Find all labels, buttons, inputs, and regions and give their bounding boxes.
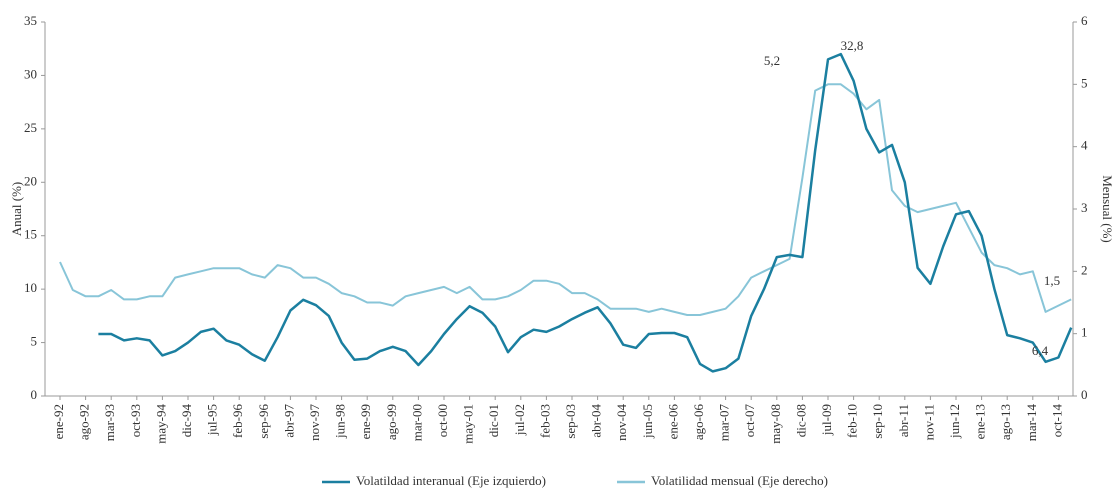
x-tick-label: sep-96 [256,404,271,439]
x-tick-label: mar-07 [717,404,732,442]
x-tick-label: jul-02 [512,404,527,436]
x-tick-label: jun-12 [947,404,962,439]
x-tick-label: sep-10 [870,404,885,439]
x-tick-label: may-94 [153,404,168,444]
x-tick-label: abr-97 [281,404,296,438]
y-tick-label: 10 [24,280,37,295]
x-tick-label: dic-08 [793,404,808,437]
annotation: 5,2 [764,53,780,68]
x-tick-label: feb-96 [230,404,245,438]
y-tick-label: 35 [24,13,37,28]
x-tick-label: mar-14 [1024,404,1039,442]
x-tick-label: feb-10 [845,404,860,438]
x-tick-label: ene-92 [51,404,66,439]
series-line [98,52,1073,373]
x-tick-label: jun-98 [333,404,348,439]
x-tick-label: ago-06 [691,404,706,441]
x-tick-label: abr-04 [589,404,604,438]
x-tick-label: jul-09 [819,404,834,436]
x-tick-label: oct-07 [742,404,757,438]
x-tick-label: ago-92 [77,404,92,440]
x-tick-label: ago-13 [998,404,1013,440]
x-tick-label: mar-00 [409,404,424,441]
annotation: 1,5 [1044,273,1060,288]
y2-axis-title: Mensual (%) [1100,175,1115,243]
x-tick-label: mar-93 [102,404,117,441]
y-tick-label: 25 [24,120,37,135]
y2-tick-label: 2 [1081,262,1088,277]
x-tick-label: nov-11 [921,404,936,440]
y2-tick-label: 0 [1081,387,1088,402]
x-tick-label: oct-00 [435,404,450,437]
y2-tick-label: 1 [1081,325,1088,340]
y-tick-label: 30 [24,66,37,81]
x-tick-label: feb-03 [537,404,552,438]
x-tick-label: dic-01 [486,404,501,437]
y-tick-label: 5 [31,334,38,349]
x-tick-label: jul-95 [205,404,220,436]
legend-label: Volatildad interanual (Eje izquierdo) [356,473,546,488]
y-tick-label: 15 [24,227,37,242]
x-tick-label: dic-94 [179,404,194,438]
x-tick-label: nov-97 [307,404,322,441]
x-tick-label: oct-93 [128,404,143,437]
y2-tick-label: 6 [1081,13,1088,28]
x-tick-label: may-01 [461,404,476,444]
x-tick-label: oct-14 [1049,404,1064,438]
x-tick-label: nov-04 [614,404,629,441]
y-tick-label: 0 [31,387,38,402]
x-tick-label: ene-06 [665,404,680,440]
y-tick-label: 20 [24,173,37,188]
x-tick-label: abr-11 [896,404,911,437]
series-line [59,83,1072,316]
y-axis-title: Anual (%) [9,182,24,237]
x-tick-label: may-08 [768,404,783,444]
y2-tick-label: 4 [1081,138,1088,153]
y2-tick-label: 3 [1081,200,1088,215]
y2-tick-label: 5 [1081,75,1088,90]
legend-label: Volatilidad mensual (Eje derecho) [651,473,828,488]
x-tick-label: jun-05 [640,404,655,439]
annotation: 32,8 [841,38,864,53]
annotation: 6,4 [1032,343,1049,358]
x-tick-label: ago-99 [384,404,399,440]
x-tick-label: ene-13 [973,404,988,439]
x-tick-label: sep-03 [563,404,578,439]
x-tick-label: ene-99 [358,404,373,439]
